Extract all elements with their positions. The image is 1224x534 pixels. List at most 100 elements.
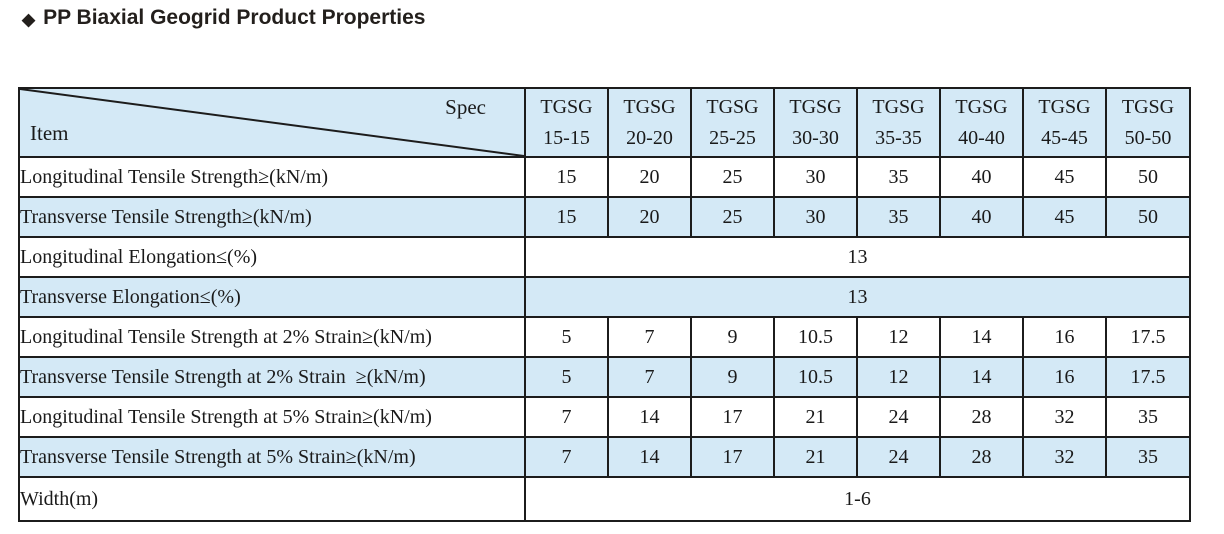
value-cell: 35 (1105, 396, 1191, 438)
column-header-series: TGSG (872, 95, 925, 118)
value-cell: 28 (939, 436, 1024, 478)
row-label: Width(m) (18, 476, 526, 522)
value-cell: 14 (607, 436, 692, 478)
value-cell: 14 (607, 396, 692, 438)
value-cell: 14 (939, 316, 1024, 358)
value-cell: 21 (773, 396, 858, 438)
value-cell: 50 (1105, 196, 1191, 238)
corner-item-label: Item (30, 121, 69, 145)
value-cell: 32 (1022, 396, 1107, 438)
merged-value-cell: 13 (524, 276, 1191, 318)
column-header-spec: 15-15 (543, 126, 590, 149)
value-cell: 35 (856, 156, 941, 198)
table-row: Width(m) 1-6 (18, 476, 1191, 522)
value-cell: 12 (856, 316, 941, 358)
value-cell: 5 (524, 316, 609, 358)
page-title-text: PP Biaxial Geogrid Product Properties (43, 6, 426, 29)
value-cell: 21 (773, 436, 858, 478)
column-header-series: TGSG (789, 95, 842, 118)
merged-value-cell: 1-6 (524, 476, 1191, 522)
column-header-series: TGSG (706, 95, 759, 118)
value-cell: 16 (1022, 316, 1107, 358)
column-header-series: TGSG (1038, 95, 1091, 118)
table-row: Transverse Tensile Strength at 5% Strain… (18, 436, 1191, 478)
table-row: Transverse Tensile Strength≥(kN/m) 15 20… (18, 196, 1191, 238)
row-label: Longitudinal Tensile Strength≥(kN/m) (18, 156, 526, 198)
row-label: Longitudinal Elongation≤(%) (18, 236, 526, 278)
value-cell: 45 (1022, 196, 1107, 238)
column-header-series: TGSG (955, 95, 1008, 118)
column-header: TGSG 40-40 (939, 87, 1024, 158)
table-header-row: Spec Item TGSG 15-15 TGSG 20-20 TGSG 25-25 … (18, 87, 1191, 158)
value-cell: 12 (856, 356, 941, 398)
value-cell: 16 (1022, 356, 1107, 398)
value-cell: 7 (524, 436, 609, 478)
value-cell: 10.5 (773, 316, 858, 358)
product-properties-table: Spec Item TGSG 15-15 TGSG 20-20 TGSG 25-25 … (18, 87, 1191, 522)
value-cell: 20 (607, 156, 692, 198)
row-label: Longitudinal Tensile Strength at 2% Stra… (18, 316, 526, 358)
value-cell: 50 (1105, 156, 1191, 198)
value-cell: 17 (690, 436, 775, 478)
value-cell: 14 (939, 356, 1024, 398)
value-cell: 30 (773, 196, 858, 238)
value-cell: 25 (690, 156, 775, 198)
value-cell: 20 (607, 196, 692, 238)
row-label: Transverse Tensile Strength at 2% Strain… (18, 356, 526, 398)
diamond-bullet-icon: ◆ (22, 9, 36, 29)
value-cell: 40 (939, 196, 1024, 238)
value-cell: 5 (524, 356, 609, 398)
corner-spec-label: Spec (445, 95, 486, 119)
value-cell: 7 (607, 316, 692, 358)
table-row: Transverse Tensile Strength at 2% Strain… (18, 356, 1191, 398)
row-label: Transverse Tensile Strength at 5% Strain… (18, 436, 526, 478)
table-row: Longitudinal Tensile Strength at 5% Stra… (18, 396, 1191, 438)
value-cell: 17.5 (1105, 316, 1191, 358)
value-cell: 24 (856, 436, 941, 478)
value-cell: 9 (690, 356, 775, 398)
value-cell: 45 (1022, 156, 1107, 198)
column-header-spec: 25-25 (709, 126, 756, 149)
value-cell: 7 (524, 396, 609, 438)
value-cell: 24 (856, 396, 941, 438)
value-cell: 9 (690, 316, 775, 358)
column-header: TGSG 50-50 (1105, 87, 1191, 158)
column-header-spec: 40-40 (958, 126, 1005, 149)
merged-value-cell: 13 (524, 236, 1191, 278)
value-cell: 15 (524, 156, 609, 198)
value-cell: 10.5 (773, 356, 858, 398)
value-cell: 35 (856, 196, 941, 238)
value-cell: 7 (607, 356, 692, 398)
column-header-series: TGSG (540, 95, 593, 118)
column-header-spec: 35-35 (875, 126, 922, 149)
corner-header-cell: Spec Item (18, 87, 526, 158)
table-row: Transverse Elongation≤(%) 13 (18, 276, 1191, 318)
row-label: Longitudinal Tensile Strength at 5% Stra… (18, 396, 526, 438)
column-header: TGSG 45-45 (1022, 87, 1107, 158)
column-header-series: TGSG (623, 95, 676, 118)
column-header-spec: 30-30 (792, 126, 839, 149)
value-cell: 35 (1105, 436, 1191, 478)
row-label: Transverse Elongation≤(%) (18, 276, 526, 318)
value-cell: 40 (939, 156, 1024, 198)
value-cell: 17.5 (1105, 356, 1191, 398)
column-header-series: TGSG (1121, 95, 1175, 118)
row-label: Transverse Tensile Strength≥(kN/m) (18, 196, 526, 238)
column-header: TGSG 25-25 (690, 87, 775, 158)
page-title: ◆ PP Biaxial Geogrid Product Properties (22, 6, 425, 30)
column-header: TGSG 20-20 (607, 87, 692, 158)
value-cell: 28 (939, 396, 1024, 438)
table-row: Longitudinal Elongation≤(%) 13 (18, 236, 1191, 278)
value-cell: 15 (524, 196, 609, 238)
column-header: TGSG 15-15 (524, 87, 609, 158)
column-header: TGSG 30-30 (773, 87, 858, 158)
column-header: TGSG 35-35 (856, 87, 941, 158)
column-header-spec: 45-45 (1041, 126, 1088, 149)
table-row: Longitudinal Tensile Strength at 2% Stra… (18, 316, 1191, 358)
column-header-spec: 50-50 (1124, 126, 1172, 149)
value-cell: 32 (1022, 436, 1107, 478)
diagonal-divider-line (20, 89, 524, 156)
value-cell: 17 (690, 396, 775, 438)
table-row: Longitudinal Tensile Strength≥(kN/m) 15 … (18, 156, 1191, 198)
